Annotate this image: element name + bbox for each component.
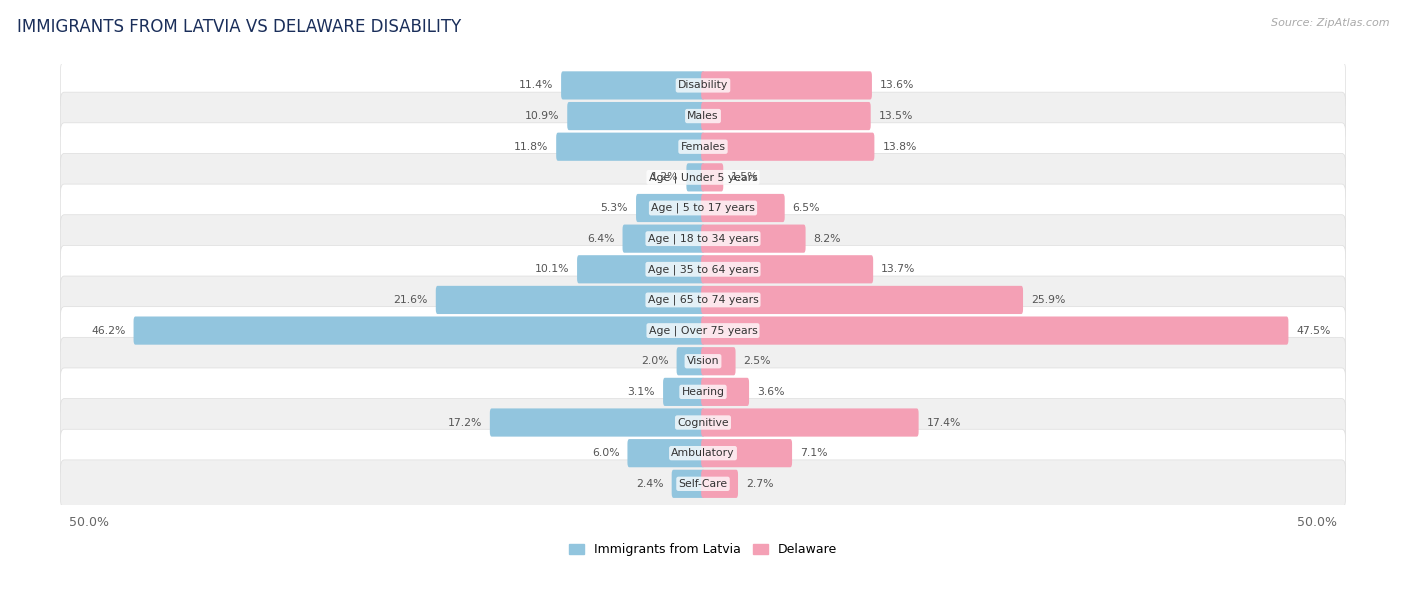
FancyBboxPatch shape (686, 163, 704, 192)
Text: 46.2%: 46.2% (91, 326, 125, 335)
Text: 10.1%: 10.1% (534, 264, 569, 274)
Text: 6.0%: 6.0% (592, 448, 620, 458)
FancyBboxPatch shape (636, 194, 704, 222)
Text: 25.9%: 25.9% (1031, 295, 1066, 305)
FancyBboxPatch shape (702, 194, 785, 222)
FancyBboxPatch shape (702, 163, 723, 192)
FancyBboxPatch shape (567, 102, 704, 130)
FancyBboxPatch shape (702, 378, 749, 406)
FancyBboxPatch shape (60, 62, 1346, 110)
FancyBboxPatch shape (702, 408, 918, 436)
Text: 13.5%: 13.5% (879, 111, 912, 121)
FancyBboxPatch shape (489, 408, 704, 436)
FancyBboxPatch shape (702, 225, 806, 253)
FancyBboxPatch shape (702, 439, 792, 468)
FancyBboxPatch shape (60, 245, 1346, 293)
FancyBboxPatch shape (702, 470, 738, 498)
FancyBboxPatch shape (702, 255, 873, 283)
Text: 1.2%: 1.2% (651, 173, 679, 182)
Text: 2.0%: 2.0% (641, 356, 669, 366)
FancyBboxPatch shape (623, 225, 704, 253)
Text: Age | 5 to 17 years: Age | 5 to 17 years (651, 203, 755, 213)
Text: 1.5%: 1.5% (731, 173, 759, 182)
Text: Age | 65 to 74 years: Age | 65 to 74 years (648, 295, 758, 305)
Text: Vision: Vision (686, 356, 720, 366)
FancyBboxPatch shape (676, 347, 704, 375)
FancyBboxPatch shape (557, 133, 704, 161)
Text: 17.2%: 17.2% (447, 417, 482, 428)
Text: 2.4%: 2.4% (636, 479, 664, 489)
Text: 8.2%: 8.2% (814, 234, 841, 244)
FancyBboxPatch shape (60, 307, 1346, 354)
FancyBboxPatch shape (702, 316, 1288, 345)
FancyBboxPatch shape (60, 123, 1346, 171)
FancyBboxPatch shape (576, 255, 704, 283)
FancyBboxPatch shape (664, 378, 704, 406)
Text: Age | Over 75 years: Age | Over 75 years (648, 326, 758, 336)
FancyBboxPatch shape (702, 72, 872, 100)
FancyBboxPatch shape (60, 154, 1346, 201)
Text: Disability: Disability (678, 80, 728, 91)
FancyBboxPatch shape (134, 316, 704, 345)
Text: Hearing: Hearing (682, 387, 724, 397)
FancyBboxPatch shape (627, 439, 704, 468)
Text: 17.4%: 17.4% (927, 417, 960, 428)
FancyBboxPatch shape (60, 429, 1346, 477)
Text: 21.6%: 21.6% (394, 295, 427, 305)
Text: 3.6%: 3.6% (756, 387, 785, 397)
FancyBboxPatch shape (60, 460, 1346, 508)
FancyBboxPatch shape (60, 398, 1346, 446)
Text: Females: Females (681, 142, 725, 152)
Text: 7.1%: 7.1% (800, 448, 828, 458)
Text: 11.4%: 11.4% (519, 80, 553, 91)
FancyBboxPatch shape (702, 102, 870, 130)
Text: 10.9%: 10.9% (524, 111, 560, 121)
Text: 11.8%: 11.8% (513, 142, 548, 152)
FancyBboxPatch shape (702, 347, 735, 375)
Text: 13.6%: 13.6% (880, 80, 914, 91)
Text: Ambulatory: Ambulatory (671, 448, 735, 458)
Text: Age | 18 to 34 years: Age | 18 to 34 years (648, 233, 758, 244)
FancyBboxPatch shape (561, 72, 704, 100)
Text: 2.5%: 2.5% (744, 356, 770, 366)
Text: 3.1%: 3.1% (627, 387, 655, 397)
FancyBboxPatch shape (702, 286, 1024, 314)
Text: IMMIGRANTS FROM LATVIA VS DELAWARE DISABILITY: IMMIGRANTS FROM LATVIA VS DELAWARE DISAB… (17, 18, 461, 36)
FancyBboxPatch shape (60, 92, 1346, 140)
Text: 6.5%: 6.5% (793, 203, 820, 213)
Text: 13.7%: 13.7% (882, 264, 915, 274)
FancyBboxPatch shape (60, 337, 1346, 385)
Legend: Immigrants from Latvia, Delaware: Immigrants from Latvia, Delaware (568, 543, 838, 556)
FancyBboxPatch shape (60, 368, 1346, 416)
Text: 6.4%: 6.4% (588, 234, 614, 244)
Text: Age | Under 5 years: Age | Under 5 years (648, 172, 758, 182)
Text: 5.3%: 5.3% (600, 203, 628, 213)
Text: Males: Males (688, 111, 718, 121)
FancyBboxPatch shape (60, 184, 1346, 232)
Text: Age | 35 to 64 years: Age | 35 to 64 years (648, 264, 758, 275)
Text: Source: ZipAtlas.com: Source: ZipAtlas.com (1271, 18, 1389, 28)
FancyBboxPatch shape (672, 470, 704, 498)
Text: 13.8%: 13.8% (883, 142, 917, 152)
Text: Self-Care: Self-Care (679, 479, 727, 489)
FancyBboxPatch shape (60, 276, 1346, 324)
FancyBboxPatch shape (60, 215, 1346, 263)
Text: 47.5%: 47.5% (1296, 326, 1330, 335)
Text: Cognitive: Cognitive (678, 417, 728, 428)
Text: 2.7%: 2.7% (747, 479, 773, 489)
FancyBboxPatch shape (436, 286, 704, 314)
FancyBboxPatch shape (702, 133, 875, 161)
